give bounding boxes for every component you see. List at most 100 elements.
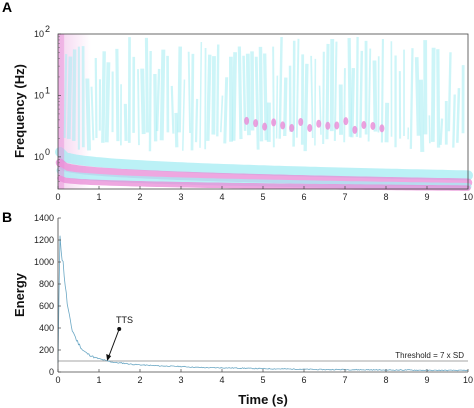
tts-annotation: TTS [106,315,133,361]
energy-x-tick-label: 4 [219,375,224,385]
spectrogram-streak [63,54,68,138]
tts-dot [117,327,122,331]
energy-x-tick-label: 1 [96,375,101,385]
spectrogram-blob [298,118,304,127]
energy-y-tick-label: 1200 [34,235,54,245]
spectrogram-marks [55,34,473,191]
spectrogram-streak [303,63,309,152]
energy-plot [57,218,469,373]
spectrogram-y-tick-exponent: 2 [45,24,50,34]
time-axis-label: Time (s) [238,392,288,407]
spectrogram-blob [271,118,277,127]
spectrogram-streak [174,112,179,148]
spectrogram-ridge-band [55,158,473,187]
spectrogram-x-tick-label: 9 [424,192,429,202]
spectrogram-streak [155,68,161,132]
spectrogram-streak [206,54,212,141]
spectrogram-streak [409,48,414,149]
energy-y-tick-label: 600 [39,301,54,311]
spectrogram-streak [367,48,372,142]
spectrogram-streak [275,75,279,139]
spectrogram-blob [307,123,313,132]
spectrogram-streak [219,95,224,133]
spectrogram-streak [223,77,229,144]
spectrogram-streak [85,78,92,151]
spectrogram-streak [216,44,220,137]
panel-a-letter: A [2,0,12,15]
spectrogram-streak [384,102,390,143]
energy-y-tick-label: 200 [39,345,54,355]
threshold-label: Threshold = 7 x SD [395,351,464,360]
spectrogram-x-tick-label: 8 [383,192,388,202]
spectrogram-blob [280,121,286,130]
spectrogram-streak [72,49,77,141]
spectrogram-y-tick-label: 10 [34,152,44,162]
spectrogram-blob [370,121,376,130]
spectrogram-streak [292,40,296,147]
spectrogram-streak [66,56,73,139]
spectrogram-y-tick-exponent: 1 [45,85,50,95]
energy-x-tick-label: 3 [178,375,183,385]
spectrogram-streak [123,103,128,141]
spectrogram-streak [231,52,237,141]
spectrogram-streak [159,49,166,141]
spectrogram-streak [237,46,243,140]
spectrogram-plot [55,33,473,191]
spectrogram-streak [177,46,183,133]
spectrogram-streak [278,36,283,139]
spectrogram-streak [343,68,346,143]
energy-y-tick-label: 0 [49,367,54,377]
spectrogram-streak [137,69,140,146]
spectrogram-streak [418,79,425,152]
energy-y-tick-label: 400 [39,323,54,333]
energy-y-tick-label: 1400 [34,213,54,223]
spectrogram-x-tick-label: 0 [55,192,60,202]
spectrogram-streak [355,36,359,137]
spectrogram-streak [258,46,264,142]
spectrogram-streak [436,49,441,148]
spectrogram-x-tick-label: 10 [463,192,473,202]
spectrogram-ridge-band [55,147,473,181]
spectrogram-streak [94,57,98,139]
spectrogram-streak [148,50,152,152]
spectrogram-streak [310,55,314,139]
spectrogram-blob [343,117,349,126]
spectrogram-x-tick-label: 7 [342,192,347,202]
spectrogram-streak [318,85,322,135]
spectrogram-streak [272,46,275,148]
spectrogram-x-tick-label: 6 [301,192,306,202]
spectrogram-blob [289,123,295,132]
spectrogram-streak [181,79,186,151]
energy-x-tick-label: 2 [137,375,142,385]
spectrogram-y-tick-exponent: 0 [45,147,50,157]
spectrogram-streak [456,88,461,143]
spectrogram-x-tick-label: 1 [96,192,101,202]
frequency-axis-label: Frequency (Hz) [12,64,27,158]
spectrogram-onset-band [58,34,65,189]
spectrogram-streak [170,85,175,134]
spectrogram-streak [194,98,199,143]
spectrogram-streak [322,51,325,145]
panel-b-letter: B [2,209,12,225]
tts-arrowhead [106,354,112,361]
spectrogram-blob [379,124,385,133]
spectrogram-streak [414,57,421,136]
energy-x-tick-label: 5 [260,375,265,385]
energy-x-tick-label: 8 [383,375,388,385]
energy-axis-label: Energy [12,272,27,317]
spectrogram-blob [244,116,250,125]
spectrogram-streak [350,68,355,138]
spectrogram-y-tick-label: 10 [34,29,44,39]
spectrogram-streak [101,51,106,143]
spectrogram-streak [372,60,378,132]
spectrogram-streak [187,51,191,134]
spectrogram-streak [115,48,120,142]
tts-arrow [107,328,120,359]
spectrogram-streak [250,51,255,131]
energy-x-tick-label: 7 [342,375,347,385]
spectrogram-blob [262,122,268,131]
spectrogram-blob [316,119,322,128]
spectrogram-streak [211,56,216,135]
